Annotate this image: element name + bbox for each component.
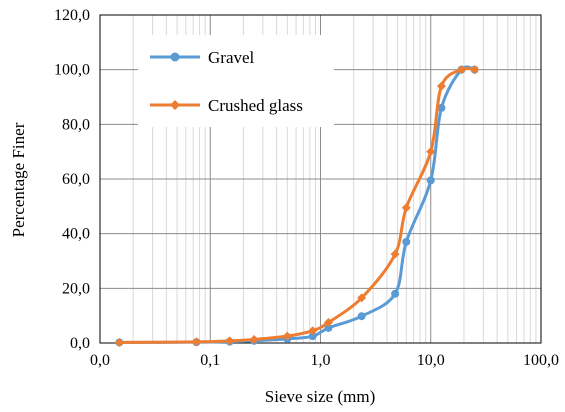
- y-axis-title: Percentage Finer: [9, 122, 28, 237]
- legend-box: [138, 35, 334, 127]
- series-crushed-glass: [114, 65, 480, 347]
- legend-marker-crushed-glass: [170, 100, 180, 110]
- y-tick-label: 20,0: [62, 280, 90, 297]
- data-point-gravel: [357, 312, 366, 321]
- legend-label-gravel: Gravel: [208, 48, 255, 67]
- data-point-crushed-glass: [436, 81, 446, 91]
- y-tick-label: 40,0: [62, 226, 90, 243]
- data-point-crushed-glass: [225, 336, 235, 346]
- y-tick-label: 100,0: [54, 62, 90, 79]
- data-point-crushed-glass: [390, 249, 400, 259]
- data-point-crushed-glass: [470, 65, 480, 75]
- data-point-crushed-glass: [249, 334, 259, 344]
- data-point-gravel: [426, 176, 435, 185]
- data-point-gravel: [324, 323, 333, 332]
- data-point-crushed-glass: [282, 331, 292, 341]
- data-point-crushed-glass: [191, 337, 201, 347]
- x-tick-label: 0,1: [200, 352, 220, 369]
- x-tick-label: 0,0: [90, 352, 110, 369]
- legend-marker-gravel: [170, 52, 180, 62]
- data-point-crushed-glass: [114, 337, 124, 347]
- y-tick-label: 60,0: [62, 171, 90, 188]
- x-axis-title: Sieve size (mm): [265, 387, 375, 406]
- data-point-gravel: [308, 332, 317, 341]
- data-point-crushed-glass: [456, 65, 466, 75]
- tick-labels: 0,0 0,1 1,0 10,0 100,0 0,0 20,0 40,0 60,0 80,0 100…: [54, 7, 559, 369]
- y-tick-label: 80,0: [62, 116, 90, 133]
- data-point-crushed-glass: [401, 203, 411, 213]
- series: [114, 65, 480, 347]
- x-tick-label: 10,0: [417, 352, 445, 369]
- y-tick-label: 120,0: [54, 7, 90, 24]
- data-point-crushed-glass: [308, 326, 318, 336]
- x-tick-label: 1,0: [311, 352, 331, 369]
- legend-label-crushed-glass: Crushed glass: [208, 96, 303, 115]
- data-point-crushed-glass: [426, 147, 436, 157]
- plot-frame: [99, 14, 542, 344]
- legend: Gravel Crushed glass: [138, 35, 334, 127]
- y-tick-label: 0,0: [70, 335, 90, 352]
- data-point-gravel: [402, 237, 411, 246]
- data-point-crushed-glass: [357, 293, 367, 303]
- data-point-gravel: [437, 103, 446, 112]
- data-point-gravel: [391, 289, 400, 298]
- x-tick-label: 100,0: [523, 352, 559, 369]
- data-point-crushed-glass: [323, 318, 333, 327]
